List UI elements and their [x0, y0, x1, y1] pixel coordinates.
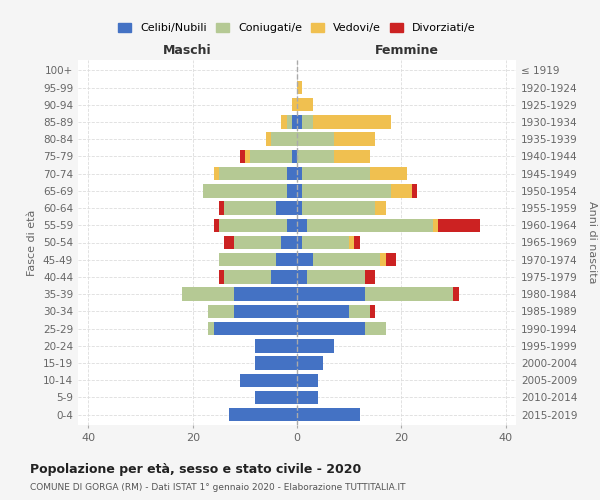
Bar — [454, 288, 458, 301]
Bar — [302, 167, 370, 180]
Bar — [297, 81, 302, 94]
Bar — [438, 218, 479, 232]
Bar — [281, 116, 287, 128]
Bar — [214, 218, 219, 232]
Bar — [302, 236, 349, 249]
Bar — [276, 202, 297, 215]
Bar — [370, 167, 407, 180]
Legend: Celibi/Nubili, Coniugati/e, Vedovi/e, Divorziati/e: Celibi/Nubili, Coniugati/e, Vedovi/e, Di… — [114, 18, 480, 38]
Bar — [235, 304, 297, 318]
Bar — [287, 184, 297, 198]
Bar — [219, 167, 287, 180]
Bar — [349, 304, 370, 318]
Text: Maschi: Maschi — [163, 44, 212, 57]
Bar — [297, 253, 313, 266]
Bar — [313, 253, 380, 266]
Bar — [307, 218, 433, 232]
Bar — [208, 322, 214, 336]
Bar — [266, 132, 271, 146]
Bar — [297, 322, 365, 336]
Bar — [239, 374, 297, 387]
Bar — [224, 236, 235, 249]
Bar — [370, 304, 375, 318]
Bar — [297, 390, 318, 404]
Bar — [297, 98, 313, 112]
Bar — [412, 184, 417, 198]
Bar — [297, 408, 359, 422]
Bar — [302, 184, 391, 198]
Bar — [214, 322, 297, 336]
Bar — [255, 390, 297, 404]
Bar — [292, 98, 297, 112]
Bar — [297, 150, 334, 163]
Bar — [255, 339, 297, 352]
Bar — [250, 150, 292, 163]
Bar — [375, 202, 386, 215]
Bar — [281, 236, 297, 249]
Bar — [297, 202, 302, 215]
Bar — [334, 150, 370, 163]
Bar — [255, 356, 297, 370]
Bar — [245, 150, 250, 163]
Bar — [365, 270, 375, 283]
Bar — [334, 132, 375, 146]
Bar — [307, 270, 365, 283]
Bar — [297, 270, 307, 283]
Bar — [224, 270, 271, 283]
Bar — [391, 184, 412, 198]
Bar — [287, 116, 292, 128]
Bar — [302, 116, 313, 128]
Bar — [365, 288, 454, 301]
Bar — [182, 288, 235, 301]
Text: Popolazione per età, sesso e stato civile - 2020: Popolazione per età, sesso e stato civil… — [30, 462, 361, 475]
Bar — [297, 339, 334, 352]
Bar — [297, 288, 365, 301]
Bar — [219, 202, 224, 215]
Text: Femmine: Femmine — [374, 44, 439, 57]
Bar — [297, 184, 302, 198]
Bar — [313, 116, 391, 128]
Bar — [271, 132, 297, 146]
Bar — [292, 150, 297, 163]
Y-axis label: Fasce di età: Fasce di età — [28, 210, 37, 276]
Bar — [380, 253, 386, 266]
Bar — [365, 322, 386, 336]
Bar — [203, 184, 287, 198]
Bar — [235, 288, 297, 301]
Bar — [224, 202, 276, 215]
Bar — [214, 167, 219, 180]
Bar — [219, 218, 287, 232]
Bar — [219, 270, 224, 283]
Bar — [239, 150, 245, 163]
Bar — [297, 132, 334, 146]
Bar — [235, 236, 281, 249]
Bar — [433, 218, 438, 232]
Bar — [349, 236, 355, 249]
Bar — [297, 304, 349, 318]
Bar — [229, 408, 297, 422]
Bar — [287, 167, 297, 180]
Bar — [386, 253, 396, 266]
Y-axis label: Anni di nascita: Anni di nascita — [587, 201, 597, 284]
Bar — [355, 236, 359, 249]
Bar — [297, 356, 323, 370]
Bar — [208, 304, 235, 318]
Bar — [287, 218, 297, 232]
Bar — [271, 270, 297, 283]
Bar — [297, 236, 302, 249]
Text: COMUNE DI GORGA (RM) - Dati ISTAT 1° gennaio 2020 - Elaborazione TUTTITALIA.IT: COMUNE DI GORGA (RM) - Dati ISTAT 1° gen… — [30, 484, 406, 492]
Bar — [297, 167, 302, 180]
Bar — [302, 202, 375, 215]
Bar — [219, 253, 276, 266]
Bar — [297, 374, 318, 387]
Bar — [276, 253, 297, 266]
Bar — [297, 218, 307, 232]
Bar — [297, 116, 302, 128]
Bar — [292, 116, 297, 128]
